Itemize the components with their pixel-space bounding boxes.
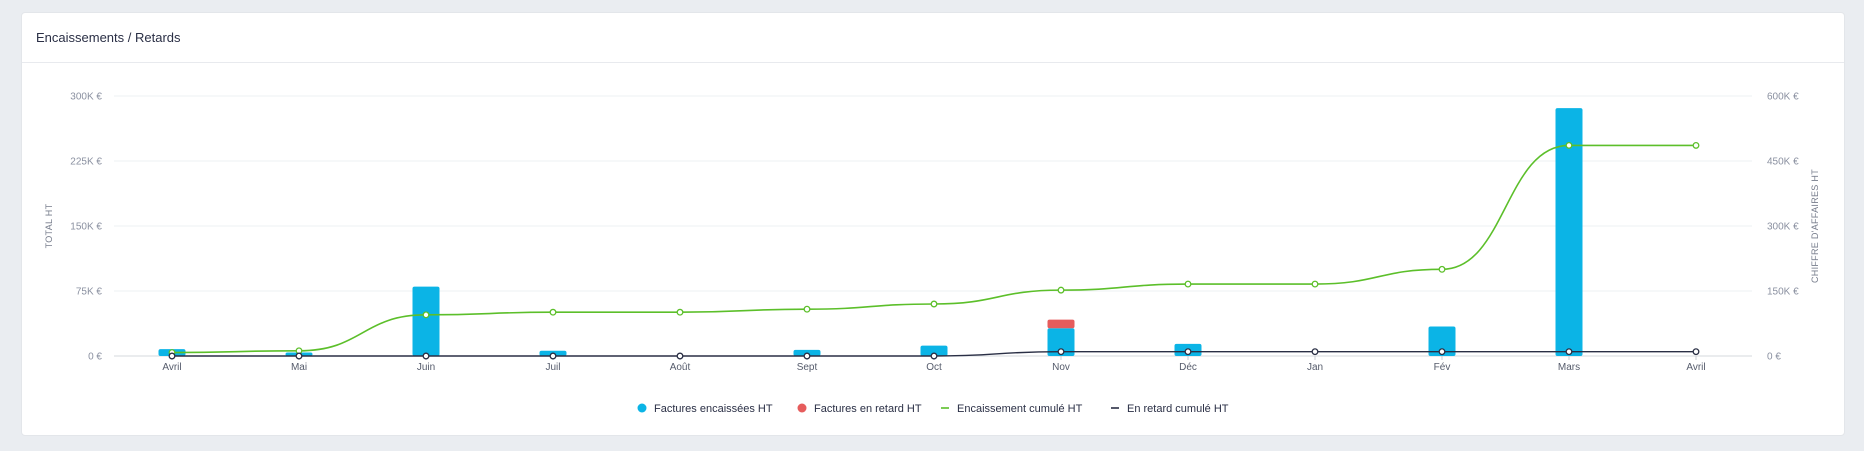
cumulative-late-point (1311, 348, 1319, 356)
x-tick-label: Mai (291, 362, 307, 373)
paid-bar (412, 286, 440, 356)
right-tick-label: 450K € (1767, 157, 1799, 168)
x-tick-label: Oct (926, 362, 942, 373)
cumulative-late-point (1565, 348, 1573, 356)
x-tick-label: Fév (1434, 362, 1451, 373)
cumulative-collected-point (676, 308, 684, 316)
paid-bar (920, 345, 948, 356)
paid-bar (1555, 108, 1583, 356)
cumulative-collected-point (1057, 286, 1065, 294)
card-header: Encaissements / Retards (22, 13, 1844, 63)
legend-label: Factures en retard HT (814, 403, 922, 415)
left-axis-title: TOTAL HT (44, 203, 54, 248)
late-bar (1047, 319, 1075, 329)
right-axis-title: CHIFFRE D'AFFAIRES HT (1810, 169, 1820, 283)
paid-bar (1428, 326, 1456, 356)
cumulative-late-point (168, 352, 176, 360)
x-tick-label: Juin (417, 362, 435, 373)
left-tick-label: 0 € (88, 352, 102, 363)
right-tick-label: 150K € (1767, 287, 1799, 298)
cumulative-collected-point (803, 305, 811, 313)
left-tick-label: 150K € (70, 222, 102, 233)
card-title: Encaissements / Retards (36, 30, 181, 45)
cumulative-collected-point (1692, 141, 1700, 149)
legend-item-2: Factures en retard HT (797, 403, 922, 415)
legend-item-4: En retard cumulé HT (1111, 403, 1229, 415)
cumulative-collected-point (1438, 265, 1446, 273)
cumulative-late-point (549, 352, 557, 360)
x-tick-label: Avril (1686, 362, 1705, 373)
chart-card: Encaissements / Retards 0 € 0 € 75K € 150K … (21, 12, 1845, 436)
x-tick-label: Août (670, 362, 691, 373)
legend-item-3: Encaissement cumulé HT (941, 403, 1083, 415)
right-tick-label: 0 € (1767, 352, 1781, 363)
x-tick-label: Déc (1179, 362, 1197, 373)
x-tick-label: Juil (545, 362, 560, 373)
cumulative-late-point (422, 352, 430, 360)
legend-label: En retard cumulé HT (1127, 403, 1229, 415)
x-tick-label: Nov (1052, 362, 1070, 373)
legend-marker (637, 403, 647, 413)
cumulative-collected-point (549, 308, 557, 316)
cumulative-late-point (1057, 348, 1065, 356)
cumulative-collected-line (171, 144, 1696, 354)
cumulative-collected-point (1565, 141, 1573, 149)
legend-label: Encaissement cumulé HT (957, 403, 1083, 415)
x-tick-label: Sept (797, 362, 818, 373)
x-tick-label: Avril (162, 362, 181, 373)
x-tick-label: Mars (1558, 362, 1580, 373)
cumulative-late-point (295, 352, 303, 360)
legend-marker (797, 403, 807, 413)
cumulative-late-point (1692, 348, 1700, 356)
x-tick-label: Jan (1307, 362, 1323, 373)
cumulative-late-point (1438, 348, 1446, 356)
cumulative-collected-point (930, 300, 938, 308)
paid-bar (1047, 328, 1075, 356)
left-tick-label: 75K € (76, 287, 103, 298)
cumulative-collected-point (1184, 280, 1192, 288)
cumulative-late-point (676, 352, 684, 360)
cumulative-late-point (1184, 348, 1192, 356)
legend-item-1: Factures encaissées HT (637, 403, 773, 415)
chart: 0 € 0 € 75K € 150K € 150K € 300K € 225K € 450K … (44, 92, 1820, 416)
left-tick-label: 225K € (70, 157, 102, 168)
right-tick-label: 300K € (1767, 222, 1799, 233)
right-tick-label: 600K € (1767, 92, 1799, 103)
legend-label: Factures encaissées HT (654, 403, 773, 415)
cumulative-collected-point (422, 311, 430, 319)
cumulative-late-point (930, 352, 938, 360)
cumulative-collected-point (1311, 280, 1319, 288)
cumulative-late-point (803, 352, 811, 360)
left-tick-label: 300K € (70, 92, 102, 103)
